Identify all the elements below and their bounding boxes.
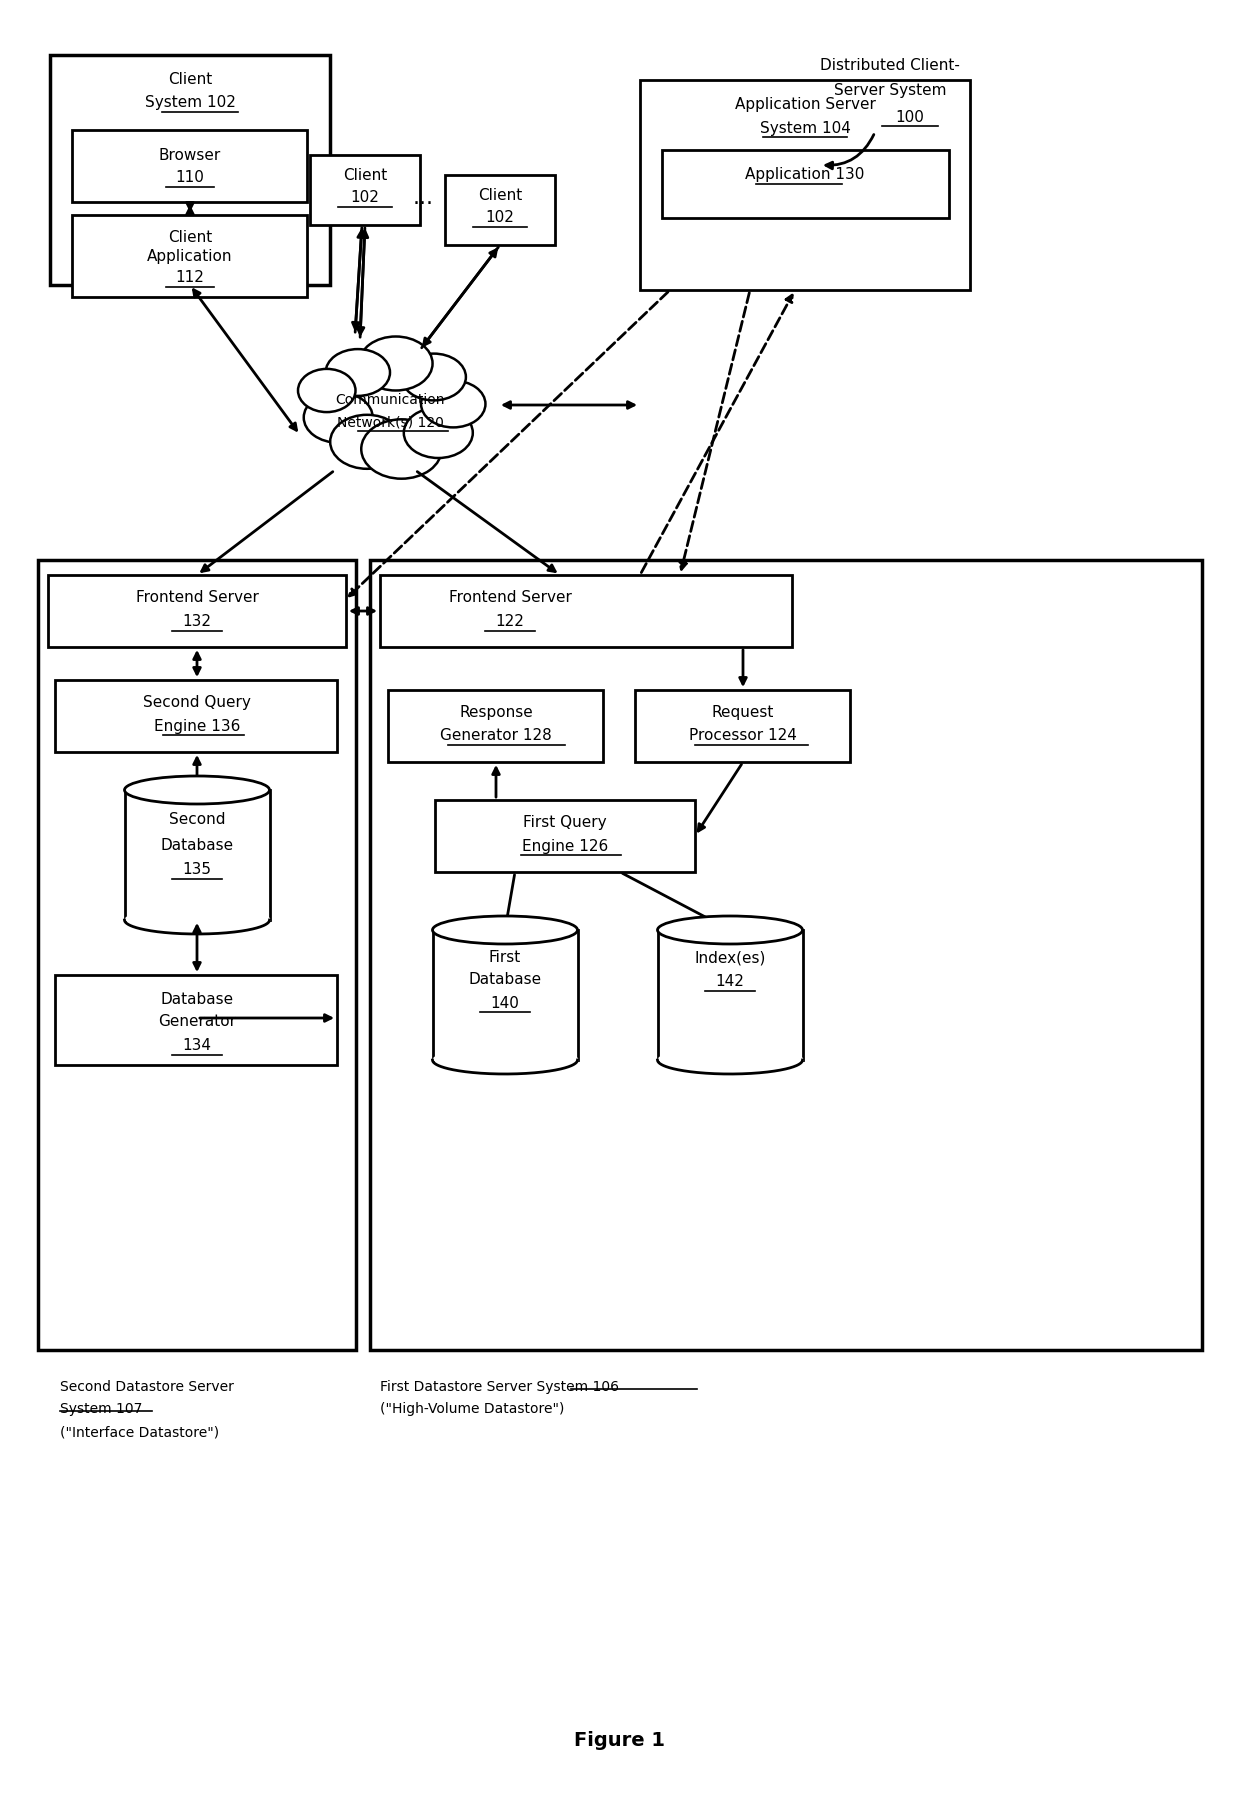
Text: Response: Response [459,706,533,721]
Ellipse shape [358,337,433,391]
Text: Engine 126: Engine 126 [522,838,608,854]
Ellipse shape [657,915,802,944]
Text: Second Query: Second Query [143,696,250,710]
Text: Generator 128: Generator 128 [440,728,552,744]
Text: ("High-Volume Datastore"): ("High-Volume Datastore") [379,1402,564,1416]
Bar [50,56,330,285]
Text: Application Server: Application Server [734,97,875,112]
Text: 112: 112 [176,270,205,285]
Text: Client: Client [477,187,522,202]
Bar [55,975,337,1065]
Text: Client: Client [167,229,212,245]
Text: System 104: System 104 [760,121,851,135]
Text: Index(es): Index(es) [694,950,765,966]
Text: Request: Request [712,706,774,721]
Text: 100: 100 [895,110,925,126]
Bar [635,690,849,762]
Text: 102: 102 [351,191,379,205]
Text: Database: Database [160,838,233,852]
Text: Generator: Generator [157,1015,236,1029]
Text: ("Interface Datastore"): ("Interface Datastore") [60,1425,219,1440]
Ellipse shape [298,369,356,413]
Bar [662,150,949,218]
Text: Communication: Communication [335,393,445,407]
Text: Client: Client [343,168,387,182]
Bar [72,214,308,297]
Bar [640,79,970,290]
Text: Second Datastore Server: Second Datastore Server [60,1380,234,1395]
Ellipse shape [361,420,441,479]
Ellipse shape [304,393,373,443]
Text: Distributed Client-: Distributed Client- [820,58,960,72]
Text: Second: Second [169,813,226,827]
Bar [55,679,337,751]
Ellipse shape [404,407,472,458]
Bar [310,155,420,225]
Text: 140: 140 [491,995,520,1011]
Text: Processor 124: Processor 124 [689,728,797,744]
Text: 110: 110 [176,171,205,186]
Bar [435,800,694,872]
Text: System 107: System 107 [60,1402,143,1416]
Text: Network(s) 120: Network(s) 120 [336,414,444,429]
Ellipse shape [402,353,466,400]
Text: Frontend Server: Frontend Server [135,591,258,605]
Text: 134: 134 [182,1038,212,1054]
Text: First: First [489,950,521,966]
Text: Database: Database [160,993,233,1007]
Text: First Query: First Query [523,816,606,831]
Text: Figure 1: Figure 1 [574,1730,666,1750]
Text: Browser: Browser [159,148,221,162]
Text: 135: 135 [182,863,212,878]
Text: 102: 102 [486,211,515,225]
Ellipse shape [433,915,578,944]
Text: Application: Application [148,249,233,265]
Bar [445,175,556,245]
Bar [48,575,346,647]
Text: Database: Database [469,973,542,987]
Bar [370,560,1202,1350]
Bar [38,560,356,1350]
Text: System 102: System 102 [145,96,236,110]
Text: First Datastore Server System 106: First Datastore Server System 106 [379,1380,619,1395]
Bar [433,930,578,1060]
Text: Application 130: Application 130 [745,168,864,182]
Ellipse shape [124,777,269,804]
Text: Client: Client [167,72,212,88]
Bar [657,930,802,1060]
Bar [72,130,308,202]
Text: 132: 132 [182,614,212,629]
Text: Engine 136: Engine 136 [154,719,241,733]
Text: 122: 122 [496,614,525,629]
Text: Frontend Server: Frontend Server [449,591,572,605]
Bar [379,575,792,647]
Ellipse shape [330,414,404,469]
Text: ...: ... [413,187,434,207]
Ellipse shape [326,350,391,396]
Bar [124,789,269,921]
Text: 142: 142 [715,975,744,989]
Ellipse shape [422,380,485,427]
Text: Server System: Server System [833,83,946,97]
Bar [388,690,603,762]
